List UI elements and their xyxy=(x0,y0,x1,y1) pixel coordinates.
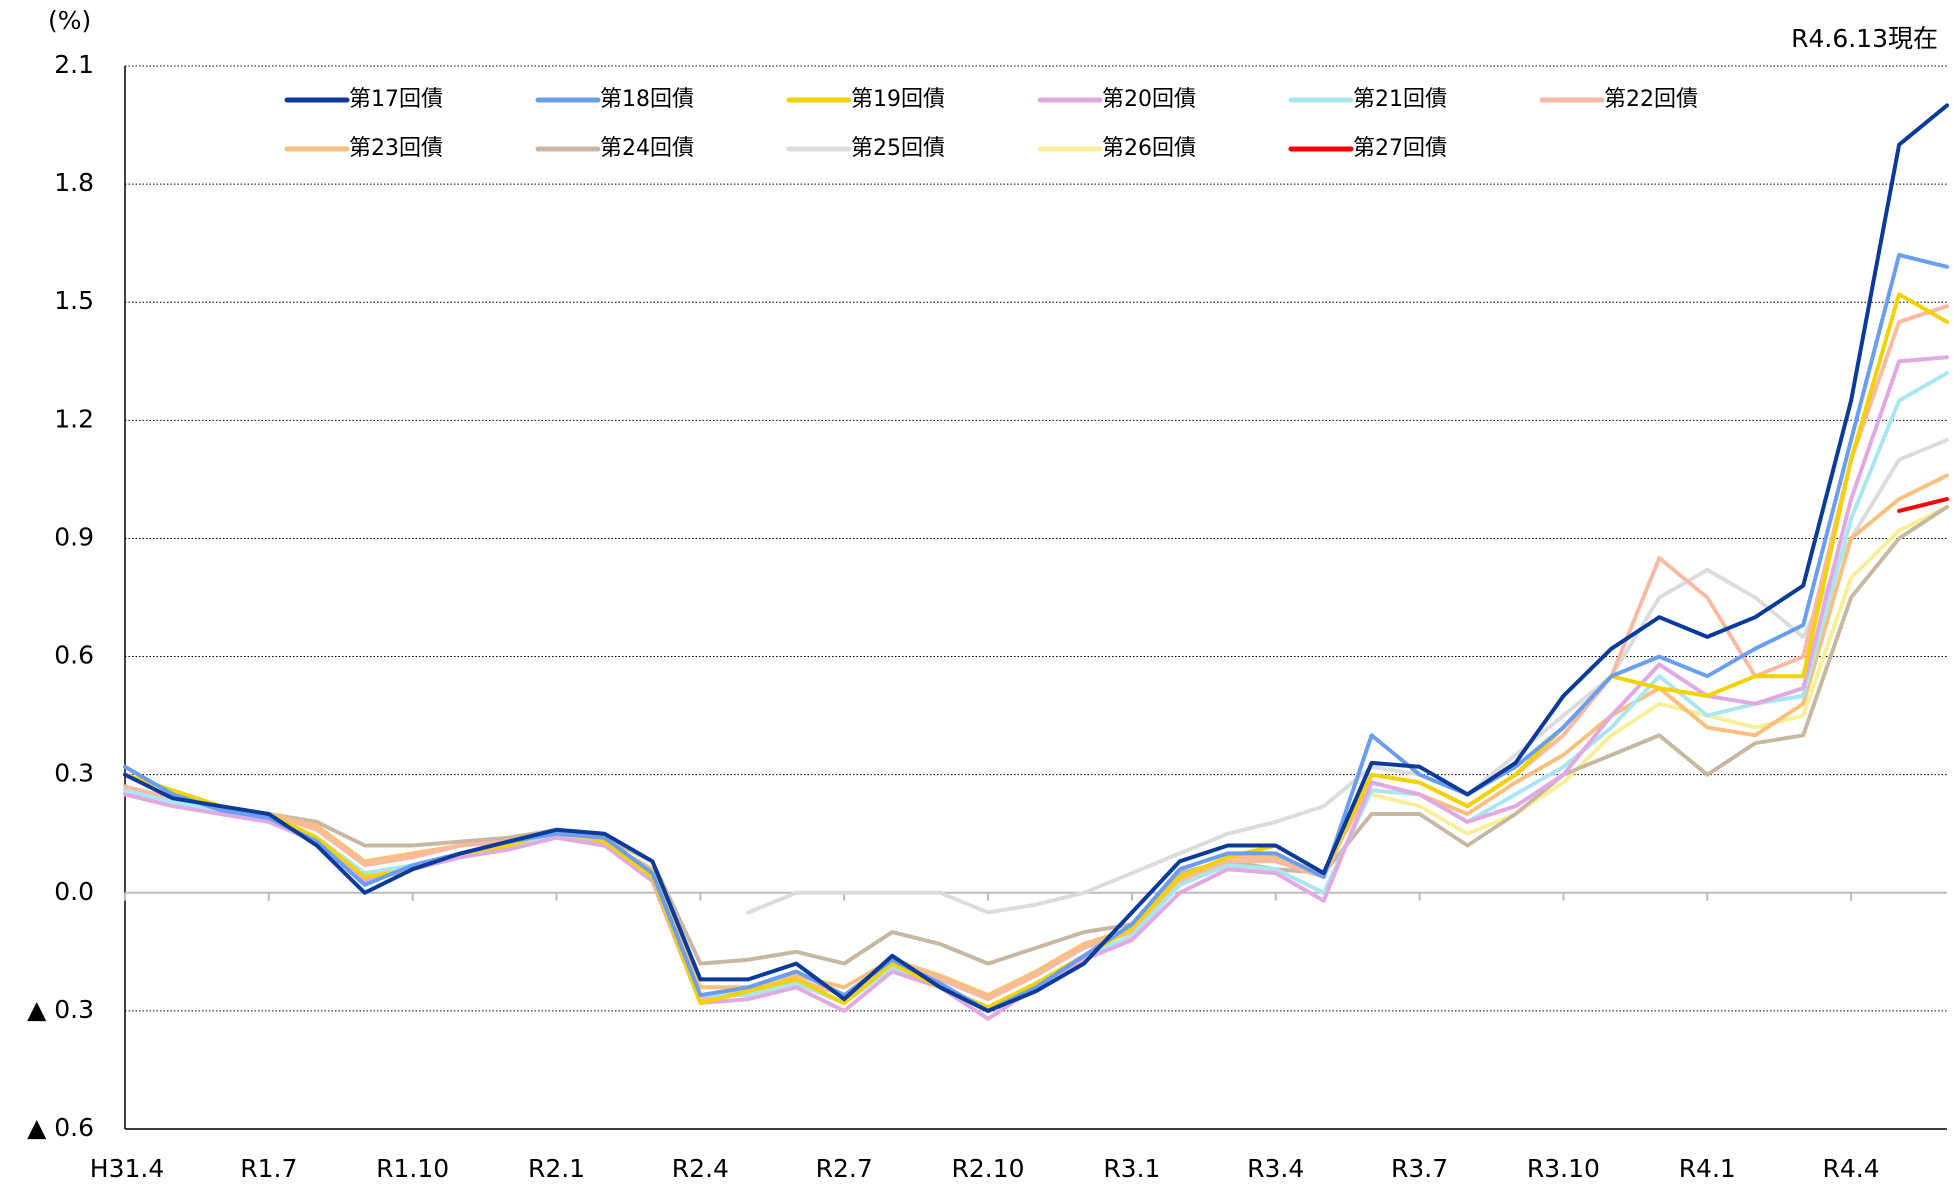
x-tick-label: R3.1 xyxy=(1103,1154,1160,1183)
x-tick-label: R3.10 xyxy=(1527,1154,1600,1183)
series-line xyxy=(123,504,1949,966)
x-tick-label: R2.7 xyxy=(816,1154,873,1183)
x-tick-label: R2.4 xyxy=(672,1154,729,1183)
x-tick-label: R2.10 xyxy=(952,1154,1025,1183)
x-tick-label: R2.1 xyxy=(528,1154,585,1183)
x-tick-label: R3.4 xyxy=(1247,1154,1304,1183)
series-line xyxy=(1897,497,1949,513)
y-tick-label: ▲ 0.3 xyxy=(27,995,94,1024)
legend-label: 第20回債 xyxy=(1102,87,1196,112)
unit-label: (%) xyxy=(48,6,91,35)
x-tick-label: R1.10 xyxy=(376,1154,449,1183)
legend-label: 第23回債 xyxy=(349,136,443,161)
y-tick-label: 1.8 xyxy=(54,168,94,197)
x-tick-label: R1.7 xyxy=(240,1154,297,1183)
x-tick-label: R3.7 xyxy=(1391,1154,1448,1183)
series-line xyxy=(1369,504,1949,836)
legend-label: 第26回債 xyxy=(1102,136,1196,161)
y-tick-label: 0.0 xyxy=(54,877,94,906)
y-tick-label: 0.9 xyxy=(54,522,94,551)
series-line xyxy=(123,473,1949,998)
series-line xyxy=(123,103,1949,1013)
legend-label: 第27回債 xyxy=(1353,136,1447,161)
legend-label: 第22回債 xyxy=(1604,87,1698,112)
y-tick-label: ▲ 0.6 xyxy=(27,1113,94,1142)
legend-label: 第24回債 xyxy=(600,136,694,161)
y-tick-label: 1.2 xyxy=(54,404,94,433)
series-line xyxy=(746,438,1949,915)
x-tick-label: H31.4 xyxy=(90,1154,164,1183)
y-tick-label: 1.5 xyxy=(54,286,94,315)
legend-label: 第21回債 xyxy=(1353,87,1447,112)
legend-label: 第19回債 xyxy=(851,87,945,112)
x-tick-label: R4.1 xyxy=(1679,1154,1736,1183)
series-line xyxy=(123,304,1949,1002)
y-tick-label: 0.3 xyxy=(54,759,94,788)
legend-label: 第25回債 xyxy=(851,136,945,161)
legend-label: 第17回債 xyxy=(349,87,443,112)
legend-label: 第18回債 xyxy=(600,87,694,112)
y-tick-label: 0.6 xyxy=(54,641,94,670)
as-of-note: R4.6.13現在 xyxy=(1791,24,1938,53)
x-tick-label: R4.4 xyxy=(1823,1154,1880,1183)
series-line xyxy=(123,253,1949,1013)
y-tick-label: 2.1 xyxy=(54,50,94,79)
series-line xyxy=(123,292,1949,1009)
